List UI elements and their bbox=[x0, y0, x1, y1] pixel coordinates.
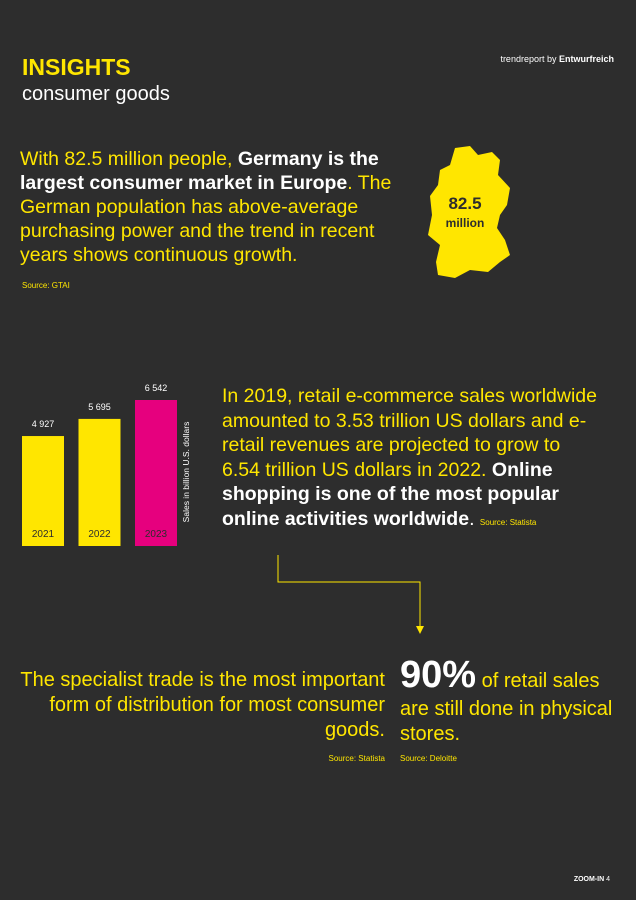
brand: trendreport by Entwurfreich bbox=[500, 54, 614, 64]
bar bbox=[78, 418, 121, 546]
value-label: 6 542 bbox=[145, 383, 168, 393]
connector-arrow bbox=[277, 555, 421, 628]
value-label: 4 927 bbox=[32, 419, 55, 429]
footer-label: ZOOM-IN bbox=[573, 876, 605, 883]
brand-prefix: trendreport by bbox=[500, 54, 557, 64]
map-value: 82.5 bbox=[448, 194, 481, 213]
value-label: 5 695 bbox=[88, 402, 111, 412]
title: INSIGHTS bbox=[22, 54, 131, 80]
text: In 2019, retail e-commerce sales worldwi… bbox=[222, 385, 597, 481]
page-number: 4 bbox=[606, 876, 610, 883]
category-label: 2022 bbox=[88, 529, 111, 540]
source: Source: Statista bbox=[479, 517, 537, 527]
text: . bbox=[469, 507, 475, 530]
stat: 90% bbox=[400, 654, 477, 696]
bar bbox=[135, 400, 177, 546]
brand-name: Entwurfreich bbox=[558, 54, 614, 64]
map-unit: million bbox=[446, 216, 485, 230]
arrow-head bbox=[416, 626, 424, 634]
subtitle: consumer goods bbox=[22, 83, 170, 105]
y-axis-label: Sales in billion U.S. dollars bbox=[181, 422, 191, 523]
category-label: 2021 bbox=[32, 529, 55, 540]
text: With 82.5 million people, bbox=[20, 148, 233, 170]
germany-text: With 82.5 million people, Germany is the… bbox=[20, 147, 420, 267]
specialist-text: The specialist trade is the most importa… bbox=[20, 669, 385, 741]
source: Source: Deloitte bbox=[400, 754, 457, 763]
bar bbox=[22, 436, 64, 546]
source: Source: GTAI bbox=[22, 281, 70, 290]
source: Source: Statista bbox=[328, 754, 385, 763]
text: . The German population has above-averag… bbox=[20, 172, 392, 266]
highlight: Online shopping is one of the most popul… bbox=[222, 458, 559, 530]
highlight: Germany is the largest consumer market i… bbox=[20, 148, 379, 194]
footer: ZOOM-IN 4 bbox=[574, 876, 610, 883]
stores-text: 90% of retail sales are still done in ph… bbox=[400, 653, 615, 747]
germany-map bbox=[428, 146, 510, 278]
category-label: 2023 bbox=[145, 529, 168, 540]
ecommerce-text: In 2019, retail e-commerce sales worldwi… bbox=[222, 384, 602, 535]
text: of retail sales are still done in physic… bbox=[400, 670, 613, 745]
bar-chart: 4 927 2021 5 695 2022 6 542 2023 Sales in bill… bbox=[22, 383, 191, 546]
